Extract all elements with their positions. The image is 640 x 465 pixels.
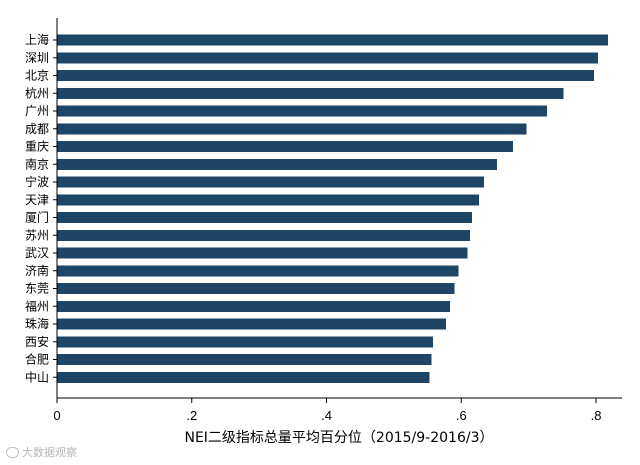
bar-6 — [57, 141, 514, 152]
category-label: 合肥 — [25, 352, 49, 367]
bar-9 — [57, 194, 479, 206]
category-label: 广州 — [25, 104, 49, 118]
category-label: 重庆 — [25, 140, 49, 154]
bar-8 — [57, 176, 485, 188]
category-label: 中山 — [25, 369, 49, 384]
x-ticks: 0 .2 .4 .6 .8 — [53, 398, 601, 423]
category-label: 成都 — [25, 122, 49, 136]
category-label: 武汉 — [25, 246, 49, 260]
bar-17 — [57, 336, 433, 348]
category-label: 厦门 — [25, 210, 49, 225]
bar-14 — [57, 283, 455, 294]
bar-5 — [57, 123, 527, 135]
category-label: 苏州 — [25, 228, 49, 242]
x-tick-label: .2 — [186, 408, 197, 423]
bar-11 — [57, 229, 471, 241]
x-axis-title: NEI二级指标总量平均百分位（2015/9-2016/3） — [184, 430, 493, 446]
category-label: 北京 — [25, 69, 49, 83]
bar-1 — [57, 52, 599, 64]
bar-13 — [57, 265, 459, 277]
category-label: 珠海 — [25, 316, 49, 331]
bar-0 — [57, 34, 609, 46]
x-tick-label: .8 — [591, 408, 602, 423]
x-tick-label: 0 — [53, 408, 60, 423]
bar-7 — [57, 158, 497, 170]
watermark: 大数据观察 — [6, 444, 77, 460]
category-label: 南京 — [25, 156, 49, 171]
bar-12 — [57, 247, 468, 259]
category-label: 东莞 — [25, 282, 49, 296]
bar-15 — [57, 300, 450, 312]
category-label: 宁波 — [25, 174, 49, 189]
bar-4 — [57, 105, 547, 117]
category-label: 福州 — [25, 298, 49, 313]
category-label: 杭州 — [25, 85, 49, 100]
watermark-text: 大数据观察 — [22, 446, 77, 459]
category-label: 上海 — [25, 32, 49, 47]
speech-bubble-icon — [6, 446, 19, 458]
bar-18 — [57, 354, 432, 365]
x-tick-label: .6 — [456, 408, 467, 423]
x-tick-label: .4 — [321, 408, 332, 423]
bar-16 — [57, 318, 446, 330]
category-label: 深圳 — [25, 51, 49, 65]
bar-2 — [57, 70, 594, 81]
bar-19 — [57, 371, 430, 383]
category-label: 天津 — [25, 193, 49, 207]
bar-10 — [57, 212, 473, 223]
category-label: 济南 — [25, 263, 49, 278]
bar-3 — [57, 87, 564, 99]
bars-group — [57, 34, 609, 383]
category-label: 西安 — [25, 334, 49, 349]
